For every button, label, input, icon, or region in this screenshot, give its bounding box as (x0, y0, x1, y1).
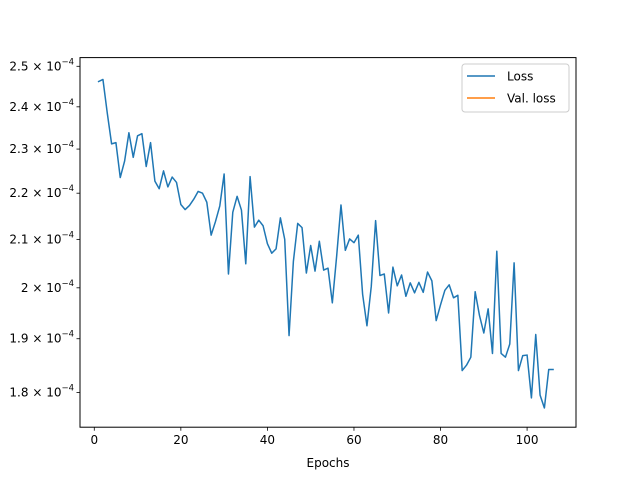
x-tick-label: 80 (433, 433, 448, 447)
x-tick-label: 60 (346, 433, 361, 447)
legend: Loss Val. loss (461, 63, 570, 113)
plot-frame (79, 57, 577, 428)
x-tick-label: 0 (90, 433, 98, 447)
x-tick-label: 100 (516, 433, 539, 447)
y-axis-ticks: 1.8 × 10−4 1.9 × 10−4 2 × 10−4 2.1 × 10−4 2.… (9, 57, 80, 399)
x-axis-label: Epochs (307, 456, 350, 470)
series-layer (97, 78, 554, 409)
y-tick-label: 2.2 × 10−4 (9, 184, 74, 200)
y-tick-label: 2.1 × 10−4 (9, 230, 74, 246)
y-tick-label: 2.5 × 10−4 (9, 57, 74, 73)
x-tick-label: 20 (173, 433, 188, 447)
y-tick-label: 2 × 10−4 (21, 279, 74, 295)
x-axis-ticks: 0 20 40 60 80 100 (90, 427, 539, 447)
series-line-loss (97, 78, 554, 409)
y-tick-label: 1.8 × 10−4 (9, 383, 74, 399)
y-tick-label: 2.3 × 10−4 (9, 140, 74, 156)
y-tick-label: 1.9 × 10−4 (9, 330, 74, 346)
y-tick-label: 2.4 × 10−4 (9, 98, 74, 114)
legend-label: Val. loss (507, 92, 556, 106)
legend-label: Loss (507, 70, 533, 84)
x-tick-label: 40 (260, 433, 275, 447)
